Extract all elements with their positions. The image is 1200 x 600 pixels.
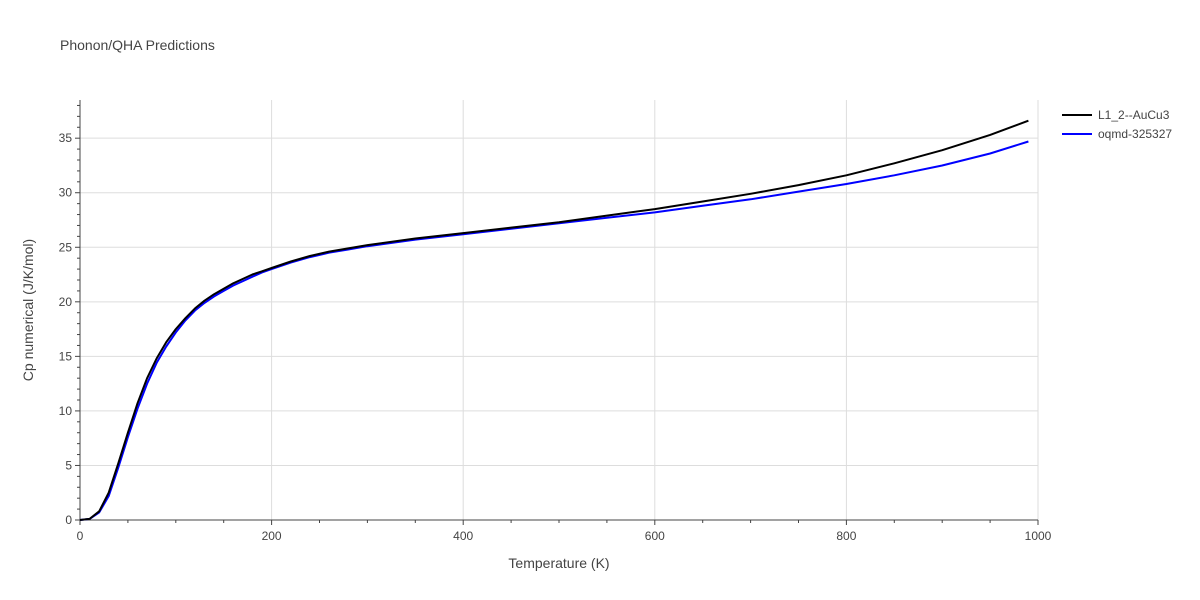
legend-label: oqmd-325327 <box>1098 127 1172 141</box>
y-tick-label: 20 <box>59 295 73 309</box>
x-tick-label: 200 <box>262 529 282 543</box>
y-tick-label: 25 <box>59 240 73 254</box>
y-tick-label: 10 <box>59 404 73 418</box>
legend-item[interactable]: oqmd-325327 <box>1062 127 1172 141</box>
y-tick-label: 35 <box>59 131 73 145</box>
y-tick-label: 5 <box>65 458 72 472</box>
series-line-L1_2--AuCu3 <box>79 119 1029 521</box>
legend-label: L1_2--AuCu3 <box>1098 108 1170 122</box>
series-line-oqmd-325327 <box>79 140 1029 521</box>
x-tick-label: 0 <box>77 529 84 543</box>
y-tick-label: 15 <box>59 349 73 363</box>
series-layer <box>79 119 1029 521</box>
x-tick-label: 400 <box>453 529 473 543</box>
x-tick-label: 600 <box>645 529 665 543</box>
x-tick-label: 1000 <box>1025 529 1052 543</box>
y-tick-label: 0 <box>65 513 72 527</box>
chart-title: Phonon/QHA Predictions <box>60 37 215 53</box>
x-tick-label: 800 <box>836 529 856 543</box>
axes-layer: 0 200 400 600 800 1000 0 5 10 15 20 25 30 35 <box>59 100 1052 543</box>
y-tick-label: 30 <box>59 186 73 200</box>
legend-item[interactable]: L1_2--AuCu3 <box>1062 108 1170 122</box>
y-axis-title: Cp numerical (J/K/mol) <box>20 239 36 381</box>
legend[interactable]: L1_2--AuCu3 oqmd-325327 <box>1062 108 1172 141</box>
grid-layer <box>80 100 1039 520</box>
x-axis-title: Temperature (K) <box>508 555 609 571</box>
